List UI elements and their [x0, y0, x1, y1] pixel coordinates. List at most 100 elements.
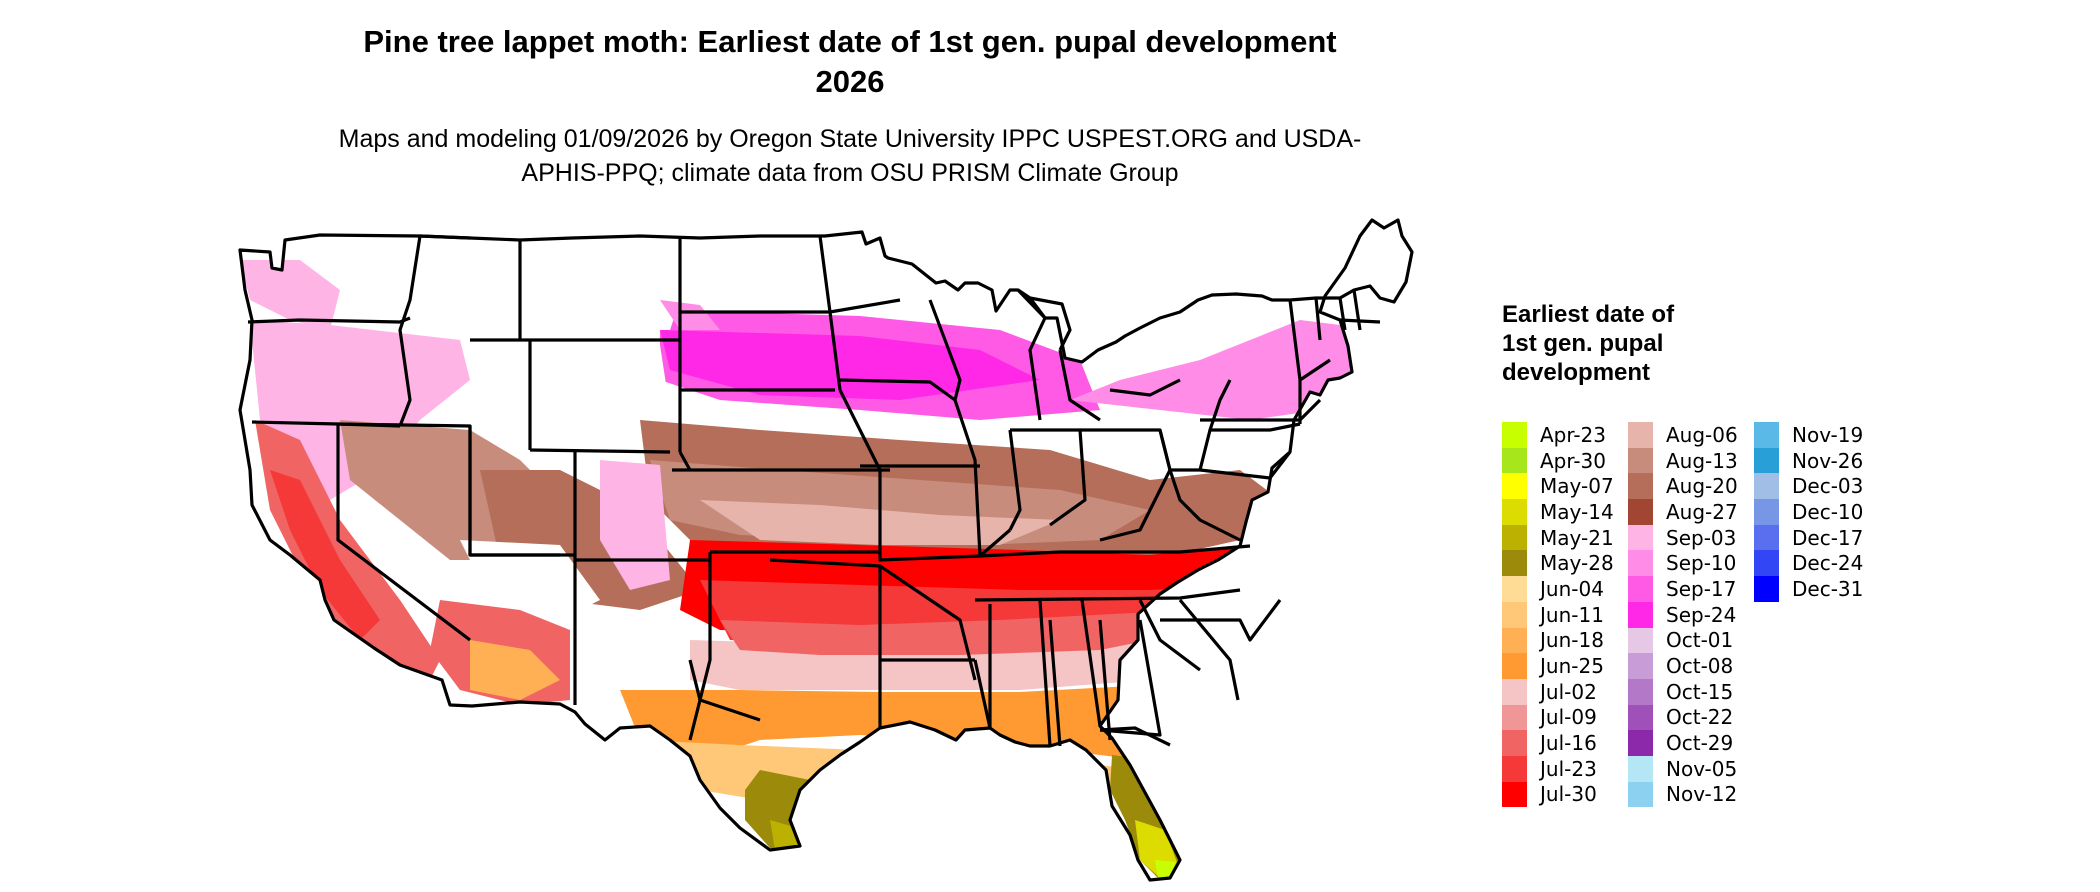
legend-item: Jul-02: [1502, 678, 1614, 705]
legend-swatch: [1628, 473, 1653, 500]
legend-item: Dec-31: [1754, 576, 1863, 602]
legend-item: Jun-25: [1502, 653, 1614, 679]
legend-swatch: [1628, 447, 1653, 474]
legend-label: Oct-22: [1666, 705, 1734, 730]
legend-swatch: [1628, 550, 1653, 577]
legend-swatch: [1754, 524, 1779, 551]
legend-item: May-28: [1502, 550, 1614, 577]
legend-item: Sep-17: [1628, 576, 1738, 602]
legend-label: May-07: [1540, 474, 1614, 499]
map-title: Pine tree lappet moth: Earliest date of …: [363, 24, 1337, 99]
legend-label: Jul-30: [1540, 782, 1597, 807]
legend-swatch: [1628, 524, 1653, 551]
legend-label: Jun-04: [1540, 576, 1604, 601]
legend-swatch: [1754, 576, 1779, 602]
legend-item: Dec-03: [1754, 473, 1864, 500]
legend-item: Sep-03: [1628, 524, 1738, 551]
legend-item: May-07: [1502, 473, 1614, 500]
legend-item: Apr-23: [1502, 422, 1614, 448]
legend-item: Oct-22: [1628, 704, 1738, 731]
legend-swatch: [1502, 447, 1527, 474]
legend-item: Dec-10: [1754, 499, 1863, 525]
legend-swatch: [1502, 499, 1527, 525]
legend-swatch: [1754, 447, 1779, 474]
legend-label: Aug-06: [1666, 422, 1738, 447]
legend-swatch: [1502, 524, 1527, 551]
legend-swatch: [1628, 576, 1653, 602]
legend-swatch: [1502, 653, 1527, 679]
legend-item: Dec-17: [1754, 524, 1864, 551]
map-subtitle: Maps and modeling 01/09/2026 by Oregon S…: [338, 125, 1362, 187]
legend-label: Apr-23: [1540, 422, 1606, 447]
legend-label: Dec-31: [1792, 576, 1864, 601]
legend-swatch: [1754, 550, 1779, 577]
legend-swatch: [1628, 499, 1653, 525]
state-boundaries: [238, 218, 1414, 882]
legend-label: Nov-12: [1666, 782, 1738, 807]
legend-swatch: [1754, 473, 1779, 500]
legend-item: Oct-01: [1628, 627, 1738, 654]
legend-label: Dec-24: [1792, 551, 1864, 576]
legend-label: Dec-03: [1792, 474, 1864, 499]
legend-item: May-14: [1502, 499, 1614, 525]
legend-column: Nov-19 Nov-26 Dec-03 Dec-10 Dec-17 Dec-24 Dec-…: [1754, 422, 1863, 602]
legend-label: Sep-10: [1666, 551, 1737, 576]
legend-label: May-28: [1540, 551, 1614, 576]
legend-label: Sep-03: [1666, 525, 1737, 550]
legend-item: Jul-16: [1502, 730, 1614, 756]
legend-label: Nov-26: [1792, 448, 1864, 473]
legend-swatch: [1502, 730, 1527, 756]
legend-label: May-14: [1540, 499, 1614, 524]
legend-swatch: [1628, 422, 1653, 448]
legend-swatch: [1502, 627, 1527, 654]
legend-label: Sep-17: [1666, 576, 1737, 601]
legend-item: Sep-24: [1628, 601, 1738, 628]
legend-swatch: [1502, 755, 1527, 782]
legend-swatch: [1628, 704, 1653, 731]
legend-label: Aug-20: [1666, 474, 1738, 499]
legend-item: Apr-30: [1502, 447, 1614, 474]
legend-item: Aug-20: [1628, 473, 1738, 500]
legend-label: Aug-27: [1666, 499, 1738, 524]
legend-swatch: [1502, 678, 1527, 705]
legend-label: Jul-02: [1540, 679, 1597, 704]
legend-item: Aug-13: [1628, 447, 1738, 474]
legend-label: Jun-25: [1540, 654, 1604, 679]
legend-item: Nov-26: [1754, 447, 1864, 474]
legend-label: Oct-15: [1666, 679, 1734, 704]
legend-item: Jul-09: [1502, 704, 1614, 731]
legend-label: Sep-24: [1666, 602, 1737, 627]
legend-swatch: [1502, 781, 1527, 808]
legend-swatch: [1628, 653, 1653, 679]
legend-label: Aug-13: [1666, 448, 1738, 473]
phenology-zones: [240, 220, 1412, 880]
legend-item: Oct-08: [1628, 653, 1738, 679]
legend-item: Nov-12: [1628, 781, 1738, 808]
legend-column: Apr-23 Apr-30 May-07 May-14 May-21 May-28 Jun-…: [1502, 422, 1614, 808]
legend-item: Dec-24: [1754, 550, 1864, 577]
legend-item: Oct-29: [1628, 730, 1738, 756]
legend-item: Aug-06: [1628, 422, 1738, 448]
legend-label: Jul-23: [1540, 756, 1597, 781]
legend-column: Aug-06 Aug-13 Aug-20 Aug-27 Sep-03 Sep-10 Sep-…: [1628, 422, 1738, 808]
legend-label: Dec-17: [1792, 525, 1864, 550]
legend-item: Jun-18: [1502, 627, 1614, 654]
legend-label: Oct-29: [1666, 731, 1734, 756]
legend-label: Jun-18: [1540, 628, 1604, 653]
legend-swatch: [1628, 781, 1653, 808]
legend-title: Earliest date of 1st gen. pupal developm…: [1502, 301, 1675, 386]
legend-swatch: [1628, 627, 1653, 654]
legend-swatch: [1502, 473, 1527, 500]
legend-label: Apr-30: [1540, 448, 1606, 473]
us-phenology-map: [238, 218, 1414, 882]
legend-item: Jul-23: [1502, 755, 1614, 782]
legend-label: Jun-11: [1540, 602, 1604, 627]
legend-swatch: [1754, 499, 1779, 525]
legend-swatch: [1628, 730, 1653, 756]
legend-swatch: [1502, 704, 1527, 731]
legend-item: Aug-27: [1628, 499, 1738, 525]
legend-label: Nov-19: [1792, 422, 1864, 447]
legend-item: Nov-05: [1628, 755, 1738, 782]
legend-label: May-21: [1540, 525, 1614, 550]
legend-swatch: [1628, 755, 1653, 782]
